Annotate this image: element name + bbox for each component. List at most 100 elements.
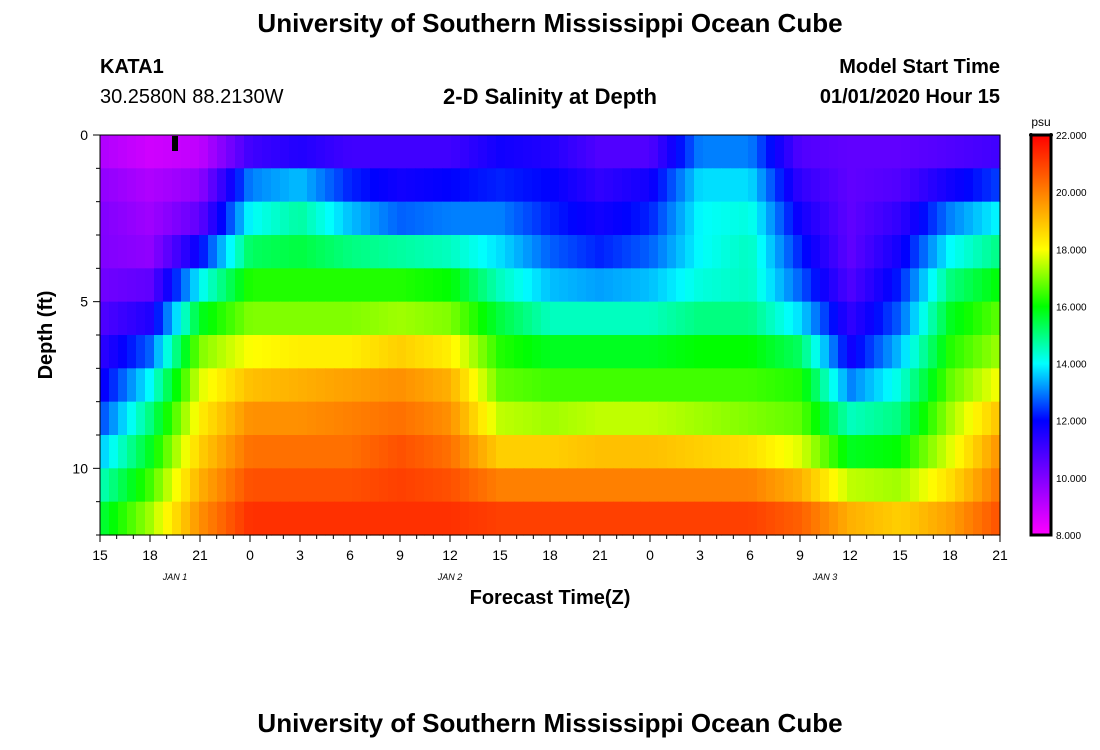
heatmap-cell <box>397 368 407 403</box>
heatmap-cell <box>964 335 974 369</box>
heatmap-cell <box>307 468 317 503</box>
heatmap-cell <box>478 201 488 236</box>
heatmap-cell <box>460 235 470 269</box>
heatmap-cell <box>235 301 245 336</box>
heatmap-cell <box>730 401 740 436</box>
heatmap-cell <box>271 135 281 169</box>
heatmap-cell <box>550 235 560 269</box>
heatmap-cell <box>325 401 335 436</box>
date-label: JAN 1 <box>162 572 188 582</box>
heatmap-cell <box>928 401 938 436</box>
heatmap-cell <box>307 135 317 169</box>
heatmap-cell <box>379 401 389 436</box>
heatmap-cell <box>811 335 821 369</box>
heatmap-cell <box>397 401 407 436</box>
colorbar-tick-label: 18.000 <box>1056 245 1087 256</box>
heatmap-cell <box>856 235 866 269</box>
heatmap-cell <box>487 368 497 403</box>
heatmap-cell <box>865 168 875 203</box>
heatmap-cell <box>127 201 137 236</box>
heatmap-cell <box>424 468 434 503</box>
heatmap-cell <box>865 301 875 336</box>
heatmap-cell <box>892 368 902 403</box>
heatmap-cell <box>460 301 470 336</box>
heatmap-cell <box>550 501 560 536</box>
heatmap-cell <box>676 301 686 336</box>
heatmap-cell <box>937 435 947 469</box>
heatmap-cell <box>892 401 902 436</box>
heatmap-cell <box>955 201 965 236</box>
heatmap-cell <box>739 368 749 403</box>
heatmap-cell <box>199 135 209 169</box>
heatmap-cell <box>685 501 695 536</box>
heatmap-cell <box>982 335 992 369</box>
heatmap-cell <box>361 468 371 503</box>
heatmap-cell <box>208 135 218 169</box>
heatmap-cell <box>874 501 884 536</box>
heatmap-cell <box>784 301 794 336</box>
heatmap-cell <box>424 301 434 336</box>
heatmap-cell <box>937 335 947 369</box>
heatmap-cell <box>271 435 281 469</box>
heatmap-cell <box>910 168 920 203</box>
heatmap-cell <box>163 268 173 303</box>
heatmap-cell <box>874 368 884 403</box>
heatmap-cell <box>802 401 812 436</box>
heatmap-cell <box>397 135 407 169</box>
heatmap-cell <box>469 168 479 203</box>
heatmap-cell <box>784 501 794 536</box>
heatmap-cell <box>307 435 317 469</box>
heatmap-cell <box>442 135 452 169</box>
heatmap-cell <box>883 501 893 536</box>
heatmap-cell <box>325 301 335 336</box>
heatmap-cell <box>604 468 614 503</box>
heatmap-cell <box>892 435 902 469</box>
heatmap-cell <box>100 168 110 203</box>
heatmap-cell <box>496 401 506 436</box>
heatmap-cell <box>928 201 938 236</box>
heatmap-cell <box>280 201 290 236</box>
heatmap-cell <box>667 435 677 469</box>
heatmap-cell <box>721 168 731 203</box>
heatmap-cell <box>721 435 731 469</box>
heatmap-cell <box>244 301 254 336</box>
heatmap-cell <box>226 268 236 303</box>
heatmap-cell <box>658 168 668 203</box>
heatmap-cell <box>208 368 218 403</box>
heatmap-cell <box>253 468 263 503</box>
heatmap-cell <box>838 501 848 536</box>
heatmap-cell <box>901 435 911 469</box>
heatmap-cell <box>946 201 956 236</box>
heatmap-cell <box>442 235 452 269</box>
heatmap-cell <box>334 301 344 336</box>
heatmap-cell <box>694 468 704 503</box>
heatmap-cell <box>172 401 182 436</box>
heatmap-cell <box>298 435 308 469</box>
heatmap-cell <box>811 235 821 269</box>
heatmap-cell <box>523 335 533 369</box>
heatmap-cell <box>136 201 146 236</box>
heatmap-cell <box>325 501 335 536</box>
heatmap-cell <box>298 401 308 436</box>
heatmap-cell <box>982 168 992 203</box>
heatmap-cell <box>730 468 740 503</box>
heatmap-cell <box>991 268 1001 303</box>
heatmap-cell <box>919 168 929 203</box>
heatmap-cell <box>712 368 722 403</box>
heatmap-cell <box>847 501 857 536</box>
heatmap-cell <box>181 501 191 536</box>
heatmap-cell <box>352 368 362 403</box>
heatmap-cell <box>433 235 443 269</box>
heatmap-cell <box>406 368 416 403</box>
heatmap-cell <box>415 301 425 336</box>
heatmap-cell <box>640 135 650 169</box>
x-tick-label: 21 <box>192 547 208 563</box>
heatmap-cell <box>766 301 776 336</box>
heatmap-cell <box>154 468 164 503</box>
heatmap-cell <box>334 501 344 536</box>
heatmap-cell <box>352 501 362 536</box>
heatmap-cell <box>640 201 650 236</box>
heatmap-cell <box>793 401 803 436</box>
x-tick-label: 18 <box>942 547 958 563</box>
heatmap-cell <box>298 501 308 536</box>
